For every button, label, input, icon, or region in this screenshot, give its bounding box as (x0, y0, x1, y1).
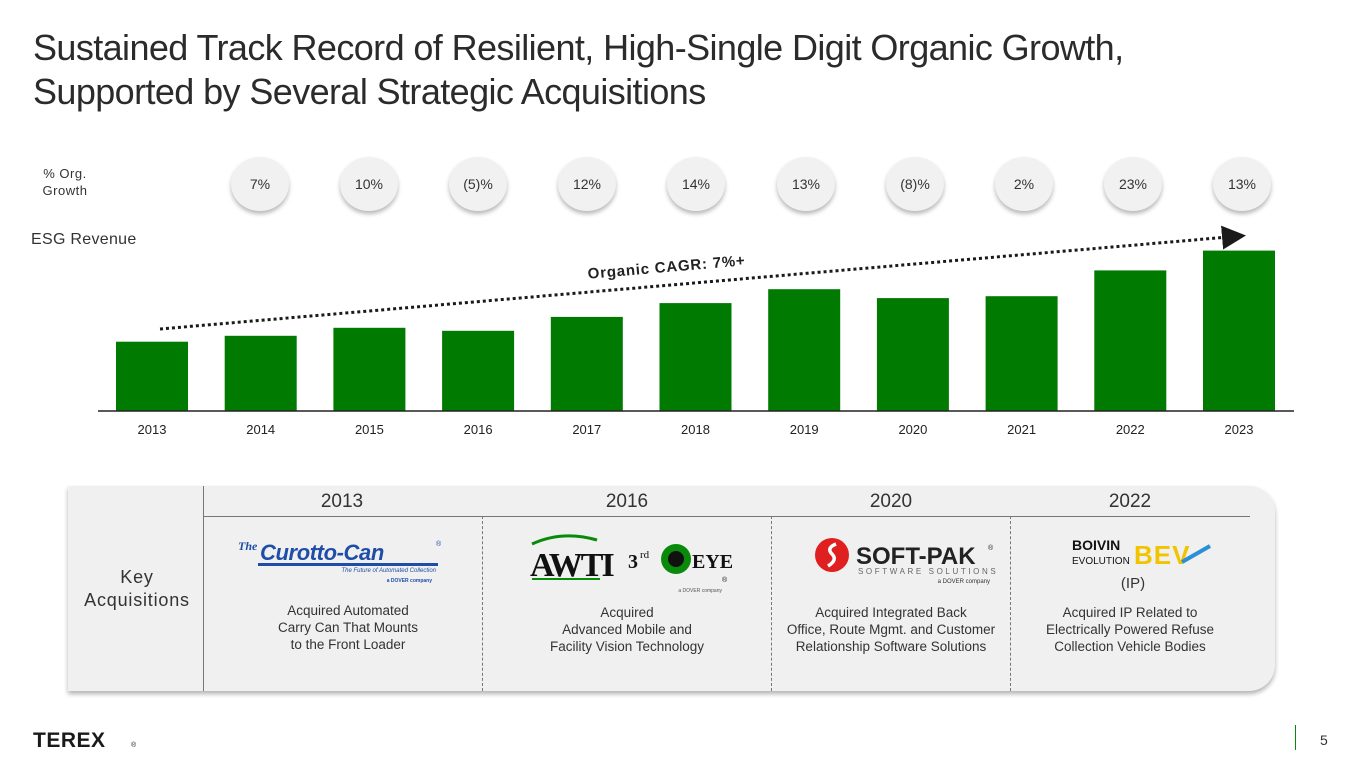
growth-bubble-2019: 13% (777, 157, 835, 211)
bar-2013 (116, 341, 188, 411)
x-label-2023: 2023 (1225, 422, 1254, 437)
acq-year-2020: 2020 (869, 491, 913, 512)
acq-desc-2013-line1: Acquired Automated (287, 603, 409, 618)
curotto-tagline: The Future of Automated Collection (342, 568, 437, 574)
svg-text:®: ® (131, 741, 137, 749)
svg-text:EYE: EYE (692, 551, 732, 573)
soft-pak-logo: SOFT-PAK ® SOFTWARE SOLUTIONS a DOVER co… (815, 538, 998, 585)
bar-2019 (768, 289, 841, 411)
curotto-can-wordmark: Curotto-Can (260, 540, 384, 565)
terex-logo: TEREX ® (33, 729, 137, 751)
svg-text:rd: rd (640, 549, 650, 561)
soft-pak-subtitle: SOFTWARE SOLUTIONS (858, 567, 998, 576)
bar-2023 (1203, 250, 1275, 411)
acq-year-2013: 2013 (320, 491, 364, 512)
growth-bubble-2023: 13% (1213, 157, 1271, 211)
bar-2014 (224, 335, 297, 411)
awti-3rd-eye-logo: AWTI 3 rd EYE ® a DOVER company (530, 534, 732, 594)
svg-text:®: ® (436, 540, 442, 548)
org-growth-label: % Org. Growth (30, 165, 100, 199)
x-label-2016: 2016 (464, 422, 493, 437)
growth-bubble-2014: 7% (231, 157, 289, 211)
ip-label: (IP) (1120, 575, 1146, 592)
acq-year-2022: 2022 (1108, 491, 1152, 512)
growth-bubble-2021: 2% (995, 157, 1053, 211)
acq-year-2016: 2016 (605, 491, 649, 512)
panel-header-rule (204, 516, 1250, 517)
x-label-2020: 2020 (898, 422, 927, 437)
svg-text:The: The (238, 539, 258, 553)
bar-2021 (985, 296, 1058, 411)
curotto-can-logo: The Curotto-Can ® The Future of Automate… (238, 539, 442, 584)
org-growth-label-line1: % Org. (43, 166, 87, 181)
page-number: 5 (1320, 732, 1328, 748)
growth-bubble-2017: 12% (558, 157, 616, 211)
acq-desc-2022-line3: Collection Vehicle Bodies (1054, 639, 1206, 654)
3rd-eye-dover: a DOVER company (678, 588, 722, 594)
column-divider-1 (482, 516, 483, 691)
page-number-accent (1295, 725, 1296, 750)
growth-bubble-2020: (8)% (886, 157, 944, 211)
column-divider-2 (771, 516, 772, 691)
growth-bubble-2016: (5)% (449, 157, 507, 211)
x-label-2021: 2021 (1007, 422, 1036, 437)
x-label-2015: 2015 (355, 422, 384, 437)
bar-2020 (876, 298, 949, 411)
bar-2017 (550, 316, 623, 411)
boivin-wordmark: BOIVIN (1072, 538, 1120, 553)
x-label-2017: 2017 (572, 422, 601, 437)
title-line-1: Sustained Track Record of Resilient, Hig… (33, 27, 1124, 68)
acq-desc-2020: Acquired Integrated Back Office, Route M… (774, 604, 1008, 655)
acq-desc-2022: Acquired IP Related to Electrically Powe… (1020, 604, 1240, 655)
cagr-annotation: Organic CAGR: 7%+ (587, 252, 746, 282)
title-line-2: Supported by Several Strategic Acquisiti… (33, 71, 706, 112)
svg-text:3: 3 (628, 551, 638, 573)
x-label-2018: 2018 (681, 422, 710, 437)
bar-2018 (659, 303, 732, 411)
awti-wordmark: AWTI (530, 547, 614, 584)
org-growth-label-line2: Growth (42, 183, 88, 198)
key-label-line2: Acquisitions (84, 590, 190, 610)
x-label-2022: 2022 (1116, 422, 1145, 437)
panel-divider (203, 486, 204, 691)
soft-pak-dover: a DOVER company (938, 579, 990, 585)
key-acquisitions-label: Key Acquisitions (70, 566, 204, 612)
esg-revenue-label: ESG Revenue (31, 231, 137, 248)
page-title: Sustained Track Record of Resilient, Hig… (33, 26, 1293, 114)
acq-desc-2020-line3: Relationship Software Solutions (795, 639, 987, 654)
acq-desc-2020-line2: Office, Route Mgmt. and Customer (786, 622, 996, 637)
x-label-2013: 2013 (138, 422, 167, 437)
acq-desc-2016-line3: Facility Vision Technology (549, 639, 705, 654)
acq-desc-2013-line2: Carry Can That Mounts (277, 620, 419, 635)
svg-text:®: ® (722, 576, 728, 584)
acq-desc-2016-line1: Acquired (600, 605, 654, 620)
acquisitions-panel (68, 486, 1275, 691)
acq-desc-2016-line2: Advanced Mobile and (562, 622, 692, 637)
acq-desc-2013: Acquired Automated Carry Can That Mounts… (238, 602, 458, 653)
acq-desc-2020-line1: Acquired Integrated Back (815, 605, 967, 620)
svg-text:®: ® (988, 544, 994, 552)
x-label-2019: 2019 (790, 422, 819, 437)
growth-bubble-2022: 23% (1104, 157, 1162, 211)
acq-desc-2013-line3: to the Front Loader (290, 637, 406, 652)
x-label-2014: 2014 (246, 422, 275, 437)
evolution-wordmark: EVOLUTION (1072, 556, 1130, 567)
curotto-dover: a DOVER company (387, 578, 433, 584)
acq-desc-2022-line2: Electrically Powered Refuse (1045, 622, 1215, 637)
esg-revenue-chart: 2013 2014 2015 2016 2017 2018 2019 2020 2021 2022… (98, 225, 1294, 437)
growth-bubble-2015: 10% (340, 157, 398, 211)
bar-2015 (333, 327, 406, 411)
acq-desc-2016: Acquired Advanced Mobile and Facility Vi… (517, 604, 737, 655)
growth-bubble-2018: 14% (667, 157, 725, 211)
column-divider-3 (1010, 516, 1011, 691)
terex-wordmark: TEREX (33, 729, 106, 751)
boivin-bev-logo: BOIVIN EVOLUTION BEV (1072, 538, 1211, 568)
soft-pak-wordmark: SOFT-PAK (856, 543, 976, 570)
cagr-trend-arrow (159, 225, 1246, 331)
bar-2016 (442, 330, 515, 411)
bar-2022 (1094, 270, 1167, 411)
bev-wordmark: BEV (1134, 540, 1190, 568)
key-label-line1: Key (120, 567, 154, 587)
acq-desc-2022-line1: Acquired IP Related to (1062, 605, 1198, 620)
